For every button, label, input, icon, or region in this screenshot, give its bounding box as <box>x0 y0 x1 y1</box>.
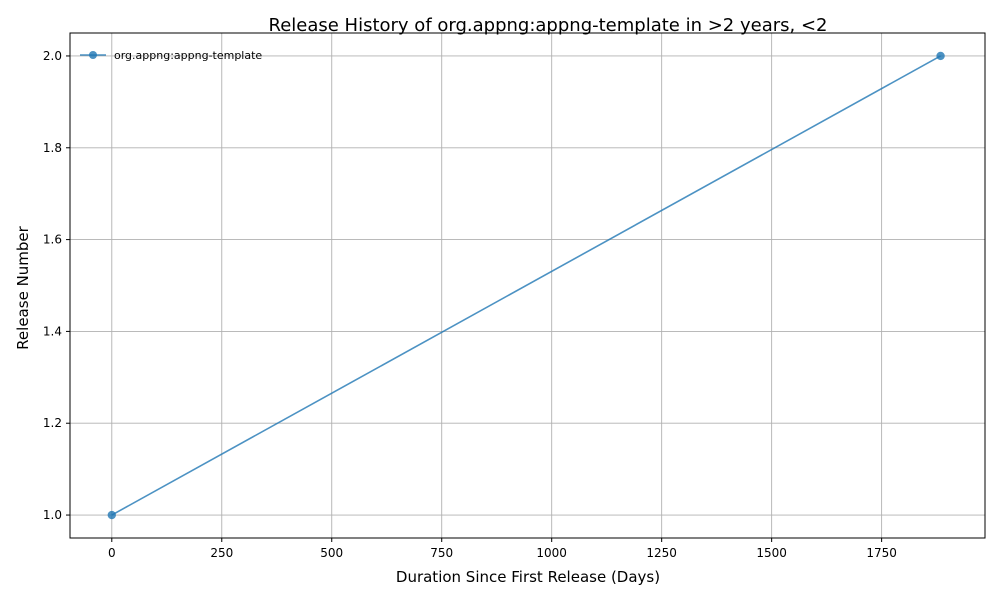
series-line <box>111 55 941 516</box>
series-layer <box>107 51 945 520</box>
data-point <box>936 51 945 61</box>
plot-frame <box>69 32 986 539</box>
legend: org.appng:appng-template <box>80 49 262 62</box>
x-axis-ticks: 0 250 500 750 1000 1250 1500 1750 <box>108 538 897 560</box>
x-tick-label: 1000 <box>536 546 567 560</box>
data-point <box>107 510 116 520</box>
x-tick-label: 750 <box>430 546 453 560</box>
y-tick-label: 1.0 <box>43 508 62 522</box>
y-tick-label: 1.2 <box>43 416 62 430</box>
x-axis-title: Duration Since First Release (Days) <box>396 568 660 586</box>
legend-label: org.appng:appng-template <box>114 49 262 62</box>
x-tick-label: 0 <box>108 546 116 560</box>
y-axis-ticks: 1.0 1.2 1.4 1.6 1.8 2.0 <box>43 49 70 522</box>
y-tick-label: 1.8 <box>43 141 62 155</box>
y-tick-label: 2.0 <box>43 49 62 63</box>
x-tick-label: 500 <box>320 546 343 560</box>
x-tick-label: 1500 <box>756 546 787 560</box>
y-tick-label: 1.6 <box>43 233 62 247</box>
x-tick-label: 1750 <box>866 546 897 560</box>
y-axis-title: Release Number <box>14 225 32 349</box>
chart-title: Release History of org.appng:appng-templ… <box>269 15 828 36</box>
x-tick-label: 1250 <box>646 546 677 560</box>
x-tick-label: 250 <box>210 546 233 560</box>
y-tick-label: 1.4 <box>43 324 62 338</box>
grid <box>70 33 985 538</box>
legend-marker-swatch <box>89 51 97 59</box>
